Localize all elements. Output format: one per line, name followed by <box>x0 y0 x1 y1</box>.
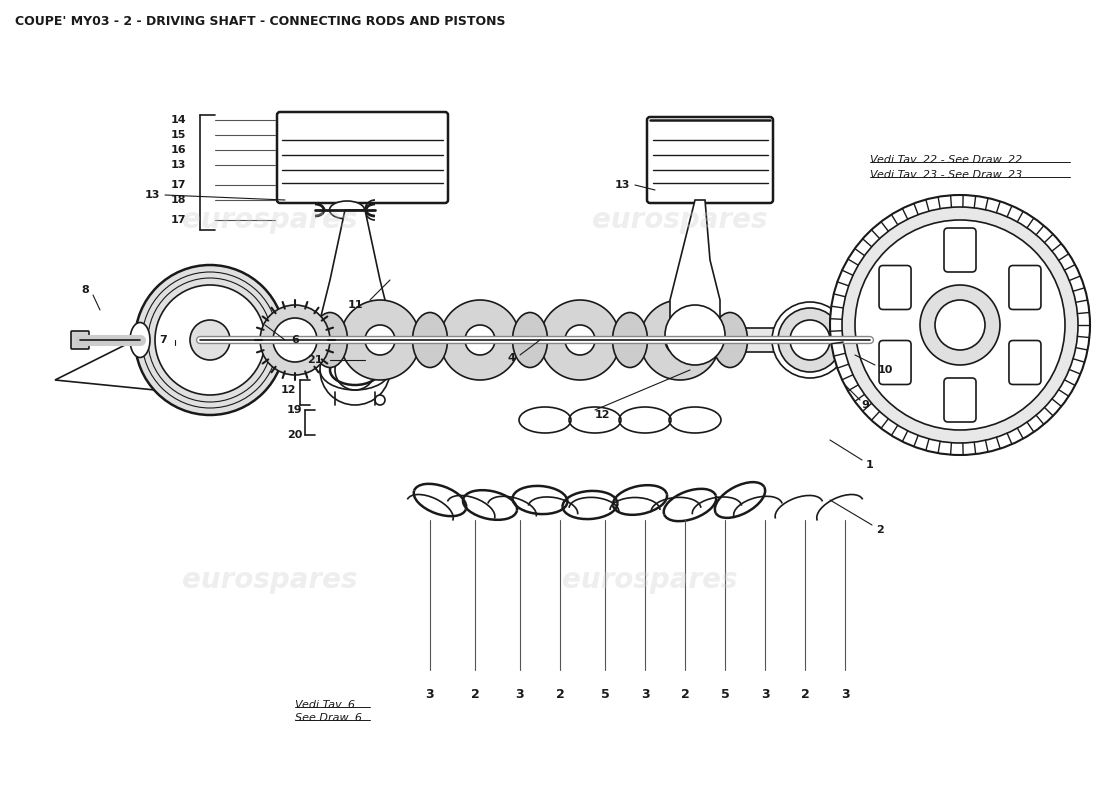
Circle shape <box>935 300 984 350</box>
Text: eurospares: eurospares <box>592 206 768 234</box>
FancyBboxPatch shape <box>1009 341 1041 385</box>
Circle shape <box>830 195 1090 455</box>
Circle shape <box>320 335 390 405</box>
Polygon shape <box>55 330 200 390</box>
Text: COUPE' MY03 - 2 - DRIVING SHAFT - CONNECTING RODS AND PISTONS: COUPE' MY03 - 2 - DRIVING SHAFT - CONNEC… <box>15 15 506 28</box>
Text: 20: 20 <box>287 430 303 440</box>
Text: eurospares: eurospares <box>562 566 738 594</box>
Text: 17: 17 <box>170 215 186 225</box>
Circle shape <box>375 395 385 405</box>
Text: 9: 9 <box>861 400 869 410</box>
Text: 2: 2 <box>876 525 884 535</box>
FancyBboxPatch shape <box>647 117 773 203</box>
Text: 10: 10 <box>878 365 893 375</box>
Circle shape <box>666 305 725 365</box>
Text: eurospares: eurospares <box>183 566 358 594</box>
FancyBboxPatch shape <box>192 328 877 352</box>
Circle shape <box>565 325 595 355</box>
Ellipse shape <box>713 313 748 367</box>
Polygon shape <box>320 210 390 370</box>
Text: 7: 7 <box>160 335 167 345</box>
Circle shape <box>365 325 395 355</box>
Circle shape <box>666 325 695 355</box>
Circle shape <box>336 350 375 390</box>
Text: 3: 3 <box>761 689 769 702</box>
Text: 11: 11 <box>348 300 363 310</box>
Text: 18: 18 <box>170 195 186 205</box>
Ellipse shape <box>613 313 648 367</box>
Polygon shape <box>670 200 720 340</box>
Text: eurospares: eurospares <box>183 206 358 234</box>
Text: Vedi Tav. 6: Vedi Tav. 6 <box>295 700 355 710</box>
Circle shape <box>640 300 720 380</box>
Circle shape <box>440 300 520 380</box>
Circle shape <box>260 305 330 375</box>
FancyBboxPatch shape <box>879 341 911 385</box>
Text: 2: 2 <box>556 689 564 702</box>
Text: Vedi Tav. 22 - See Draw. 22: Vedi Tav. 22 - See Draw. 22 <box>870 155 1022 165</box>
Circle shape <box>855 220 1065 430</box>
Circle shape <box>790 320 830 360</box>
FancyBboxPatch shape <box>72 331 89 349</box>
Circle shape <box>540 300 620 380</box>
Text: See Draw. 6: See Draw. 6 <box>295 713 362 723</box>
Circle shape <box>135 265 285 415</box>
Circle shape <box>465 325 495 355</box>
Text: 19: 19 <box>287 405 303 415</box>
Text: 3: 3 <box>516 689 525 702</box>
FancyBboxPatch shape <box>1009 266 1041 310</box>
Text: 12: 12 <box>595 410 610 420</box>
FancyBboxPatch shape <box>879 266 911 310</box>
Text: 13: 13 <box>170 160 186 170</box>
Text: 6: 6 <box>292 335 299 345</box>
Text: 16: 16 <box>170 145 186 155</box>
Ellipse shape <box>312 313 348 367</box>
Circle shape <box>273 318 317 362</box>
FancyBboxPatch shape <box>944 378 976 422</box>
Circle shape <box>778 308 842 372</box>
Text: 13: 13 <box>615 180 630 190</box>
Ellipse shape <box>130 322 150 358</box>
Text: 12: 12 <box>280 385 296 395</box>
Text: 17: 17 <box>170 180 186 190</box>
Text: 1: 1 <box>866 460 873 470</box>
Text: 8: 8 <box>81 285 89 295</box>
Ellipse shape <box>412 313 448 367</box>
Text: 3: 3 <box>640 689 649 702</box>
Circle shape <box>772 302 848 378</box>
Circle shape <box>155 285 265 395</box>
Text: 2: 2 <box>801 689 810 702</box>
FancyBboxPatch shape <box>277 112 448 203</box>
Circle shape <box>190 320 230 360</box>
Ellipse shape <box>330 201 364 219</box>
Text: 5: 5 <box>720 689 729 702</box>
Circle shape <box>842 207 1078 443</box>
Text: 13: 13 <box>144 190 159 200</box>
Text: 14: 14 <box>170 115 186 125</box>
Circle shape <box>340 300 420 380</box>
Text: 15: 15 <box>170 130 186 140</box>
Circle shape <box>920 285 1000 365</box>
Text: 4: 4 <box>507 353 515 363</box>
Text: 5: 5 <box>601 689 609 702</box>
Text: 3: 3 <box>840 689 849 702</box>
FancyBboxPatch shape <box>944 228 976 272</box>
Text: Vedi Tav. 23 - See Draw. 23: Vedi Tav. 23 - See Draw. 23 <box>870 170 1022 180</box>
Ellipse shape <box>513 313 548 367</box>
Text: 21: 21 <box>308 355 323 365</box>
Text: 3: 3 <box>426 689 434 702</box>
Text: 2: 2 <box>681 689 690 702</box>
Text: 2: 2 <box>471 689 480 702</box>
